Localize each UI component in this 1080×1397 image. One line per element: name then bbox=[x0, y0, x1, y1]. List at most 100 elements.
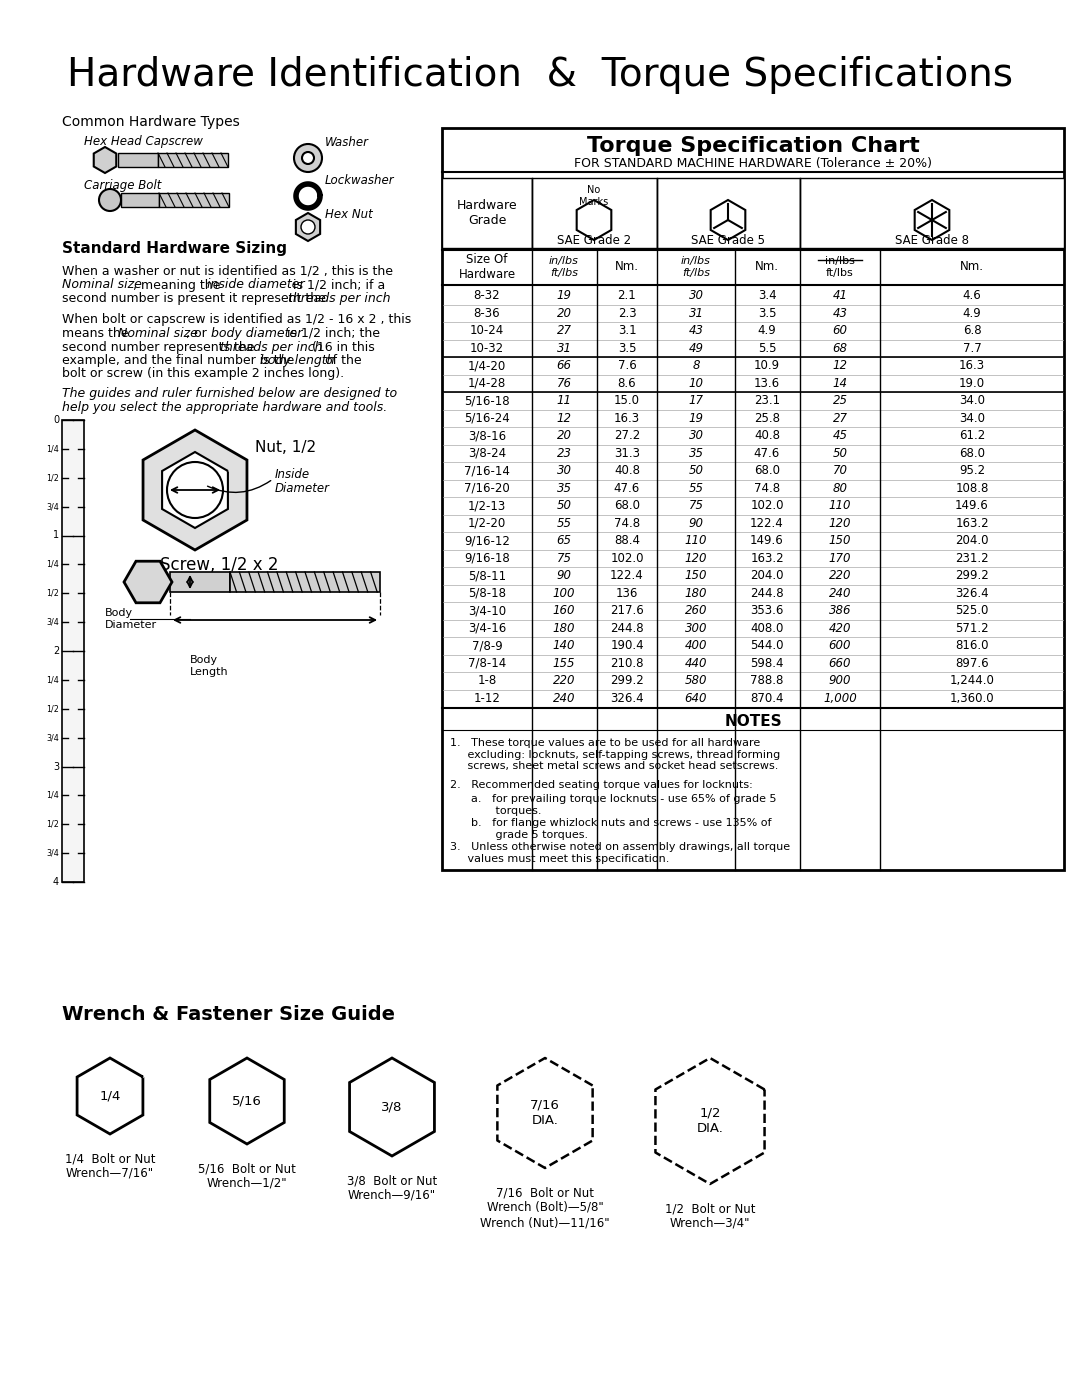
Text: Size Of
Hardware: Size Of Hardware bbox=[458, 253, 515, 281]
Text: 10-24: 10-24 bbox=[470, 324, 504, 337]
Text: Nominal size: Nominal size bbox=[62, 278, 141, 292]
Text: 7/16  Bolt or Nut
Wrench (Bolt)—5/8"
Wrench (Nut)—11/16": 7/16 Bolt or Nut Wrench (Bolt)—5/8" Wren… bbox=[481, 1186, 610, 1229]
Text: 420: 420 bbox=[828, 622, 851, 634]
Polygon shape bbox=[162, 453, 228, 528]
Text: 14: 14 bbox=[833, 377, 848, 390]
Text: 408.0: 408.0 bbox=[751, 622, 784, 634]
Text: 2.3: 2.3 bbox=[618, 307, 636, 320]
Text: Diameter: Diameter bbox=[105, 620, 157, 630]
Text: Length: Length bbox=[190, 666, 229, 678]
Text: 110: 110 bbox=[828, 499, 851, 513]
Text: 897.6: 897.6 bbox=[955, 657, 989, 669]
Text: 3: 3 bbox=[53, 761, 59, 771]
Text: 12: 12 bbox=[833, 359, 848, 372]
Text: 88.4: 88.4 bbox=[615, 534, 640, 548]
Text: 35: 35 bbox=[556, 482, 571, 495]
Text: 1/2: 1/2 bbox=[46, 474, 59, 482]
Text: 2: 2 bbox=[53, 645, 59, 657]
Text: 80: 80 bbox=[833, 482, 848, 495]
Circle shape bbox=[301, 219, 315, 235]
Text: 244.8: 244.8 bbox=[610, 622, 644, 634]
Text: 149.6: 149.6 bbox=[751, 534, 784, 548]
Text: 598.4: 598.4 bbox=[751, 657, 784, 669]
Text: 4.6: 4.6 bbox=[962, 289, 982, 302]
Text: 122.4: 122.4 bbox=[751, 517, 784, 529]
Text: 210.8: 210.8 bbox=[610, 657, 644, 669]
Text: 1,360.0: 1,360.0 bbox=[949, 692, 995, 704]
Text: 7.7: 7.7 bbox=[962, 342, 982, 355]
Text: 163.2: 163.2 bbox=[751, 552, 784, 564]
Text: The guides and ruler furnished below are designed to: The guides and ruler furnished below are… bbox=[62, 387, 397, 400]
Text: 440: 440 bbox=[685, 657, 707, 669]
Text: 3/4: 3/4 bbox=[46, 617, 59, 627]
Text: 20: 20 bbox=[556, 307, 571, 320]
Text: 240: 240 bbox=[553, 692, 576, 704]
Polygon shape bbox=[915, 200, 949, 240]
Text: 19: 19 bbox=[556, 289, 571, 302]
Text: body length: body length bbox=[260, 353, 335, 367]
Bar bbox=[800, 177, 1064, 249]
Bar bbox=[170, 571, 230, 592]
Text: 11: 11 bbox=[556, 394, 571, 408]
Text: 400: 400 bbox=[685, 640, 707, 652]
Text: 1/4: 1/4 bbox=[46, 444, 59, 454]
Text: 120: 120 bbox=[828, 517, 851, 529]
Text: threads per inch: threads per inch bbox=[220, 341, 323, 353]
Text: a.   for prevailing torque locknuts - use 65% of grade 5
             torques.: a. for prevailing torque locknuts - use … bbox=[450, 793, 777, 816]
Text: Screw, 1/2 x 2: Screw, 1/2 x 2 bbox=[160, 556, 279, 574]
Bar bbox=[532, 177, 657, 249]
Text: Hardware Identification  &  Torque Specifications: Hardware Identification & Torque Specifi… bbox=[67, 56, 1013, 94]
Text: 3/4-16: 3/4-16 bbox=[468, 622, 507, 634]
Text: 34.0: 34.0 bbox=[959, 394, 985, 408]
Text: 149.6: 149.6 bbox=[955, 499, 989, 513]
Polygon shape bbox=[296, 212, 320, 242]
Text: 299.2: 299.2 bbox=[955, 569, 989, 583]
Text: 3.4: 3.4 bbox=[758, 289, 777, 302]
Text: 1: 1 bbox=[53, 531, 59, 541]
Text: 110: 110 bbox=[685, 534, 707, 548]
Text: Hex Head Capscrew: Hex Head Capscrew bbox=[84, 136, 203, 148]
Text: 13.6: 13.6 bbox=[754, 377, 780, 390]
Text: 299.2: 299.2 bbox=[610, 675, 644, 687]
Text: 10: 10 bbox=[689, 377, 703, 390]
Text: 9/16-12: 9/16-12 bbox=[464, 534, 510, 548]
Text: Nut, 1/2: Nut, 1/2 bbox=[255, 440, 316, 455]
Text: 55: 55 bbox=[689, 482, 703, 495]
Text: , meaning the: , meaning the bbox=[133, 278, 225, 292]
Polygon shape bbox=[577, 200, 611, 240]
Text: 580: 580 bbox=[685, 675, 707, 687]
Text: Common Hardware Types: Common Hardware Types bbox=[62, 115, 240, 129]
Text: 50: 50 bbox=[833, 447, 848, 460]
Text: Nm.: Nm. bbox=[615, 260, 639, 274]
Text: 544.0: 544.0 bbox=[751, 640, 784, 652]
Text: 3/8  Bolt or Nut
Wrench—9/16": 3/8 Bolt or Nut Wrench—9/16" bbox=[347, 1173, 437, 1201]
Text: 95.2: 95.2 bbox=[959, 464, 985, 478]
Polygon shape bbox=[124, 562, 172, 602]
Text: 5/8-18: 5/8-18 bbox=[468, 587, 507, 599]
Text: 15.0: 15.0 bbox=[615, 394, 640, 408]
Text: FOR STANDARD MACHINE HARDWARE (Tolerance ± 20%): FOR STANDARD MACHINE HARDWARE (Tolerance… bbox=[573, 156, 932, 169]
Text: 30: 30 bbox=[689, 289, 703, 302]
Text: 30: 30 bbox=[689, 429, 703, 443]
Polygon shape bbox=[94, 147, 117, 173]
Text: 47.6: 47.6 bbox=[754, 447, 780, 460]
Text: Torque Specification Chart: Torque Specification Chart bbox=[586, 136, 919, 156]
Text: Inside: Inside bbox=[275, 468, 310, 482]
Text: 1/2  Bolt or Nut
Wrench—3/4": 1/2 Bolt or Nut Wrench—3/4" bbox=[665, 1201, 755, 1229]
Text: 7/8-14: 7/8-14 bbox=[468, 657, 507, 669]
Text: 4.9: 4.9 bbox=[758, 324, 777, 337]
Text: (16 in this: (16 in this bbox=[308, 341, 375, 353]
Text: 75: 75 bbox=[556, 552, 571, 564]
Text: 1/2
DIA.: 1/2 DIA. bbox=[697, 1106, 724, 1134]
Text: example, and the final number is the: example, and the final number is the bbox=[62, 353, 298, 367]
Text: 2.   Recommended seating torque values for locknuts:: 2. Recommended seating torque values for… bbox=[450, 780, 753, 789]
Text: 0: 0 bbox=[53, 415, 59, 425]
Text: 50: 50 bbox=[556, 499, 571, 513]
Text: 41: 41 bbox=[833, 289, 848, 302]
Text: 1/2: 1/2 bbox=[46, 588, 59, 598]
Text: 170: 170 bbox=[828, 552, 851, 564]
Text: 3.5: 3.5 bbox=[618, 342, 636, 355]
Text: SAE Grade 5: SAE Grade 5 bbox=[691, 233, 765, 246]
Text: 150: 150 bbox=[685, 569, 707, 583]
Text: 525.0: 525.0 bbox=[956, 605, 988, 617]
